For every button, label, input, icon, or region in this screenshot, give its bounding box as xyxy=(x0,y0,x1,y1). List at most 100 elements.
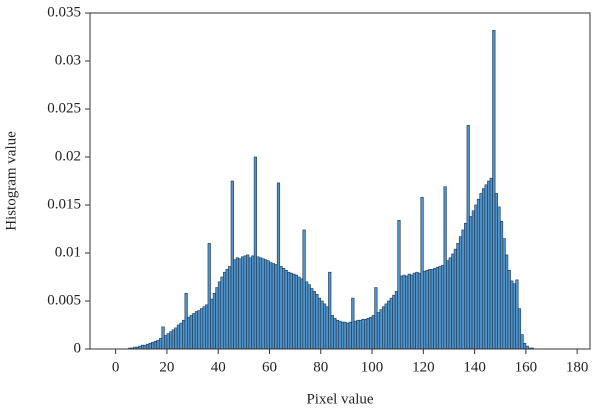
bar xyxy=(176,324,181,350)
bar xyxy=(287,271,291,350)
y-tick-label: 0.01 xyxy=(55,244,81,260)
bar xyxy=(376,312,381,350)
bar xyxy=(515,279,519,350)
bar xyxy=(456,243,460,350)
bar xyxy=(517,308,522,350)
bar xyxy=(215,287,219,350)
bar xyxy=(238,258,242,350)
bar xyxy=(474,204,478,350)
bar xyxy=(433,268,437,350)
bar xyxy=(330,315,334,350)
y-tick-label: 0 xyxy=(74,340,82,356)
bar xyxy=(243,255,247,350)
bar xyxy=(169,331,173,350)
bar xyxy=(494,193,498,350)
bar xyxy=(402,274,406,350)
bar xyxy=(361,318,365,350)
bar xyxy=(389,297,393,350)
y-axis-label: Histogram value xyxy=(3,131,19,231)
bar xyxy=(269,262,273,350)
bar xyxy=(523,342,527,350)
x-axis-label: Pixel value xyxy=(306,391,373,407)
bar xyxy=(492,29,496,350)
bar xyxy=(156,340,160,350)
bar xyxy=(458,236,463,350)
bar xyxy=(148,342,152,350)
bar xyxy=(325,306,329,350)
bar xyxy=(256,256,260,350)
bar xyxy=(233,259,237,350)
bar xyxy=(282,268,286,350)
bar xyxy=(510,280,514,350)
bar xyxy=(307,284,311,350)
bar xyxy=(469,216,473,350)
bar xyxy=(166,333,170,350)
bar xyxy=(428,269,432,350)
bar xyxy=(333,317,337,350)
bar xyxy=(223,271,227,350)
y-tick-label: 0.025 xyxy=(47,100,81,116)
x-tick-label: 160 xyxy=(515,359,538,375)
bar xyxy=(356,319,360,350)
bar xyxy=(512,283,516,350)
bar xyxy=(194,311,198,350)
bar xyxy=(479,193,483,350)
y-tick-label: 0.035 xyxy=(47,4,81,20)
bar xyxy=(189,315,193,350)
bar xyxy=(412,272,416,350)
bar xyxy=(220,276,224,350)
plot-frame xyxy=(89,12,591,350)
bar xyxy=(338,320,342,350)
bar xyxy=(348,321,352,350)
bar xyxy=(328,271,332,350)
bar xyxy=(382,306,386,350)
bar xyxy=(199,308,204,350)
bar xyxy=(271,263,275,350)
bar xyxy=(240,256,245,350)
bar xyxy=(399,275,404,350)
bar xyxy=(343,321,347,350)
bar xyxy=(374,287,378,350)
bar xyxy=(197,310,201,350)
bar xyxy=(264,259,268,350)
bar xyxy=(171,329,175,350)
bar xyxy=(369,317,373,350)
bar xyxy=(379,309,383,350)
bar xyxy=(489,177,493,350)
bar xyxy=(310,288,314,350)
bar xyxy=(507,269,511,350)
x-tick-label: 20 xyxy=(159,359,174,375)
bar xyxy=(353,320,357,350)
bar xyxy=(443,186,447,350)
bar xyxy=(294,274,298,350)
bar xyxy=(246,254,250,350)
bar xyxy=(453,248,457,350)
bar xyxy=(461,229,465,350)
bar xyxy=(520,334,524,350)
bar xyxy=(305,281,309,350)
x-tick-label: 180 xyxy=(566,359,589,375)
bar xyxy=(279,266,283,350)
bar xyxy=(289,272,293,350)
bar xyxy=(446,260,450,350)
bar xyxy=(502,238,506,350)
bar xyxy=(438,266,442,350)
bar xyxy=(228,266,232,350)
bar xyxy=(346,322,350,350)
x-tick-label: 60 xyxy=(262,359,277,375)
bar xyxy=(251,255,255,350)
bar xyxy=(192,313,196,350)
x-tick-label: 40 xyxy=(211,359,226,375)
bar xyxy=(423,270,427,350)
bar xyxy=(394,291,398,350)
bar xyxy=(276,182,281,350)
bar xyxy=(143,344,147,350)
bar xyxy=(258,257,263,350)
x-tick-label: 80 xyxy=(313,359,328,375)
bar xyxy=(340,321,345,350)
bar xyxy=(366,317,370,350)
bar xyxy=(448,257,452,350)
bar xyxy=(230,180,234,350)
